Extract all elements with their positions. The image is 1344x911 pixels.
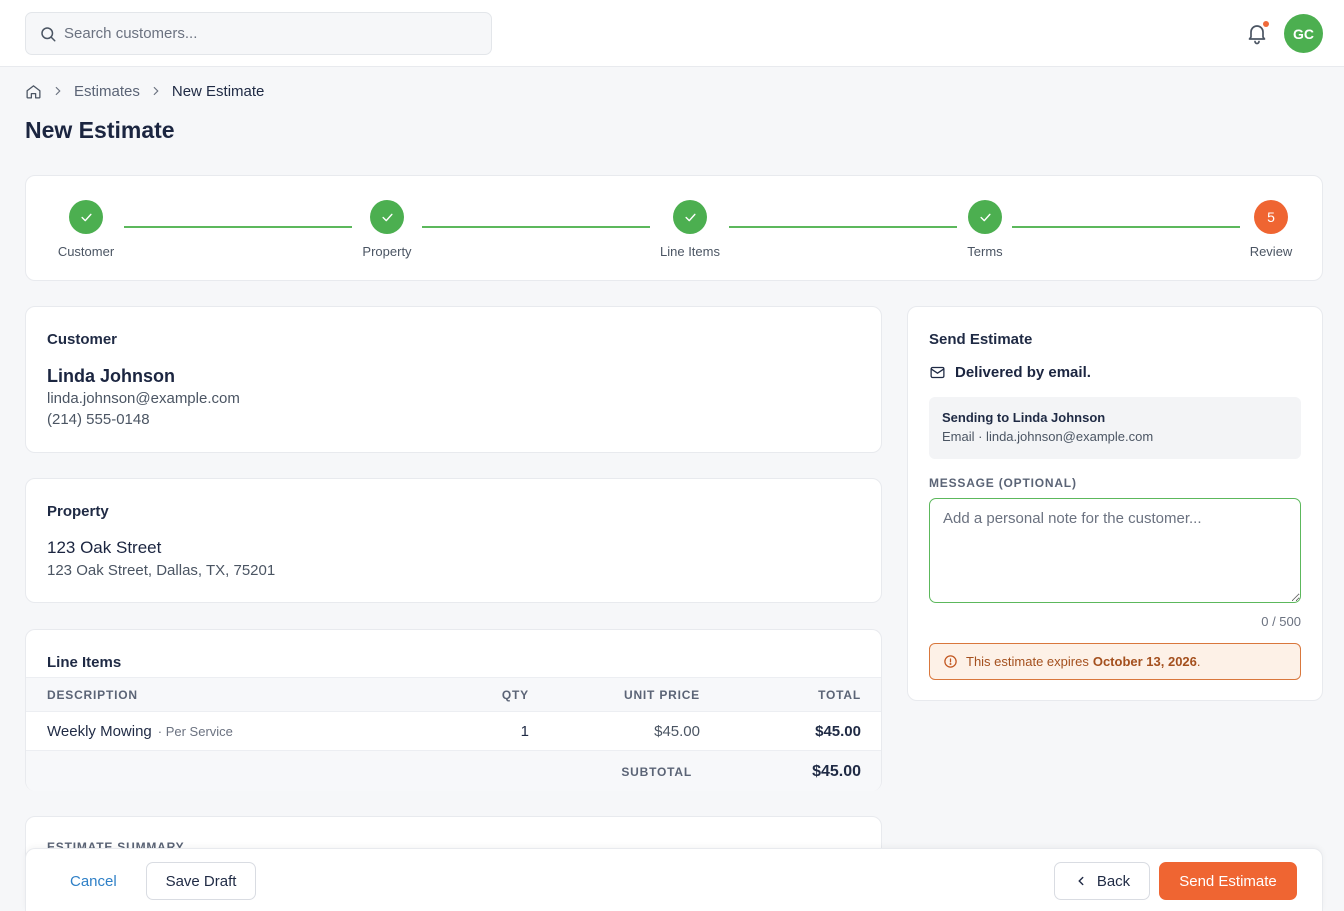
breadcrumb-estimates[interactable]: Estimates bbox=[74, 82, 140, 100]
recipient-box: Sending to Linda Johnson Email · linda.j… bbox=[929, 397, 1301, 459]
search-box[interactable] bbox=[25, 12, 492, 55]
column-description: DESCRIPTION bbox=[47, 688, 138, 702]
expiry-notice: This estimate expires October 13, 2026 . bbox=[929, 643, 1301, 680]
send-estimate-button[interactable]: Send Estimate bbox=[1159, 862, 1297, 900]
search-icon bbox=[41, 27, 56, 42]
item-unit: · Per Service bbox=[157, 724, 233, 739]
property-address: 123 Oak Street, Dallas, TX, 75201 bbox=[47, 562, 276, 579]
step-connector bbox=[729, 226, 957, 228]
step-review[interactable]: 5 Review bbox=[1221, 200, 1321, 259]
table-row: Weekly Mowing · Per Service 1 $45.00 $45.… bbox=[26, 712, 881, 751]
step-label: Terms bbox=[967, 244, 1003, 259]
bell-icon[interactable] bbox=[1245, 21, 1269, 45]
step-customer[interactable]: Customer bbox=[36, 200, 136, 259]
table-header: DESCRIPTION QTY UNIT PRICE TOTAL bbox=[26, 677, 881, 712]
check-icon bbox=[968, 200, 1002, 234]
recipient-title: Sending to Linda Johnson bbox=[942, 410, 1106, 425]
chevron-right-icon bbox=[55, 86, 61, 96]
breadcrumb: Estimates New Estimate bbox=[25, 81, 264, 101]
line-items-heading: Line Items bbox=[47, 654, 122, 671]
character-counter: 0 / 500 bbox=[1261, 614, 1301, 629]
step-connector bbox=[124, 226, 352, 228]
customer-heading: Customer bbox=[47, 331, 118, 348]
avatar[interactable]: GC bbox=[1284, 14, 1323, 53]
property-name: 123 Oak Street bbox=[47, 538, 162, 557]
cancel-button[interactable]: Cancel bbox=[70, 873, 117, 890]
chevron-left-icon bbox=[1078, 876, 1084, 886]
delivery-label: Delivered by email. bbox=[955, 364, 1091, 381]
step-label: Line Items bbox=[660, 244, 720, 259]
mail-icon bbox=[930, 366, 945, 379]
check-icon bbox=[673, 200, 707, 234]
column-qty: QTY bbox=[501, 688, 529, 702]
expiry-suffix: . bbox=[1196, 654, 1201, 669]
step-label: Customer bbox=[57, 244, 115, 259]
top-bar: GC bbox=[0, 0, 1344, 67]
send-estimate-panel: Send Estimate Delivered by email. Sendin… bbox=[907, 306, 1323, 701]
line-items-card: Line Items DESCRIPTION QTY UNIT PRICE TO… bbox=[25, 629, 882, 791]
step-label: Property bbox=[362, 244, 412, 259]
progress-stepper: Customer Property Line Items Terms 5 Rev… bbox=[25, 175, 1323, 281]
expiry-text: This estimate expires bbox=[966, 654, 1089, 669]
step-connector bbox=[422, 226, 650, 228]
save-draft-button[interactable]: Save Draft bbox=[146, 862, 256, 900]
step-connector bbox=[1012, 226, 1240, 228]
step-property[interactable]: Property bbox=[337, 200, 437, 259]
item-description: Weekly Mowing · Per Service bbox=[47, 723, 233, 740]
recipient-email: Email · linda.johnson@example.com bbox=[942, 429, 1154, 444]
subtotal-row: SUBTOTAL $45.00 bbox=[26, 751, 881, 791]
customer-phone: (214) 555-0148 bbox=[47, 411, 150, 428]
expiry-date: October 13, 2026 bbox=[1092, 654, 1197, 669]
customer-card: Customer Linda Johnson linda.johnson@exa… bbox=[25, 306, 882, 453]
subtotal-label: SUBTOTAL bbox=[621, 765, 692, 779]
property-card: Property 123 Oak Street 123 Oak Street, … bbox=[25, 478, 882, 603]
step-label: Review bbox=[1249, 244, 1293, 259]
back-label: Back bbox=[1096, 872, 1131, 890]
footer-action-bar: Cancel Save Draft Back Send Estimate bbox=[25, 848, 1323, 911]
info-circle-icon bbox=[944, 655, 957, 668]
subtotal-value: $45.00 bbox=[812, 763, 861, 780]
step-number: 5 bbox=[1254, 200, 1288, 234]
item-qty: 1 bbox=[520, 723, 529, 740]
home-icon[interactable] bbox=[25, 83, 42, 100]
send-heading: Send Estimate bbox=[929, 331, 1033, 348]
breadcrumb-current: New Estimate bbox=[171, 82, 265, 100]
search-input[interactable] bbox=[64, 13, 484, 54]
customer-email: linda.johnson@example.com bbox=[47, 390, 240, 407]
column-unit-price: UNIT PRICE bbox=[623, 688, 700, 702]
page-title: New Estimate bbox=[25, 117, 175, 143]
column-total: TOTAL bbox=[818, 688, 861, 702]
chevron-right-icon bbox=[153, 86, 159, 96]
notification-dot bbox=[1263, 21, 1269, 27]
message-field[interactable] bbox=[929, 498, 1301, 603]
item-unit-price: $45.00 bbox=[654, 723, 700, 740]
back-button[interactable]: Back bbox=[1054, 862, 1150, 900]
customer-name: Linda Johnson bbox=[47, 366, 175, 386]
item-total: $45.00 bbox=[815, 723, 861, 740]
check-icon bbox=[69, 200, 103, 234]
message-label: MESSAGE (OPTIONAL) bbox=[929, 476, 1077, 490]
step-terms[interactable]: Terms bbox=[935, 200, 1035, 259]
delivery-method: Delivered by email. bbox=[929, 364, 1091, 381]
property-heading: Property bbox=[47, 503, 109, 520]
check-icon bbox=[370, 200, 404, 234]
step-line-items[interactable]: Line Items bbox=[640, 200, 740, 259]
